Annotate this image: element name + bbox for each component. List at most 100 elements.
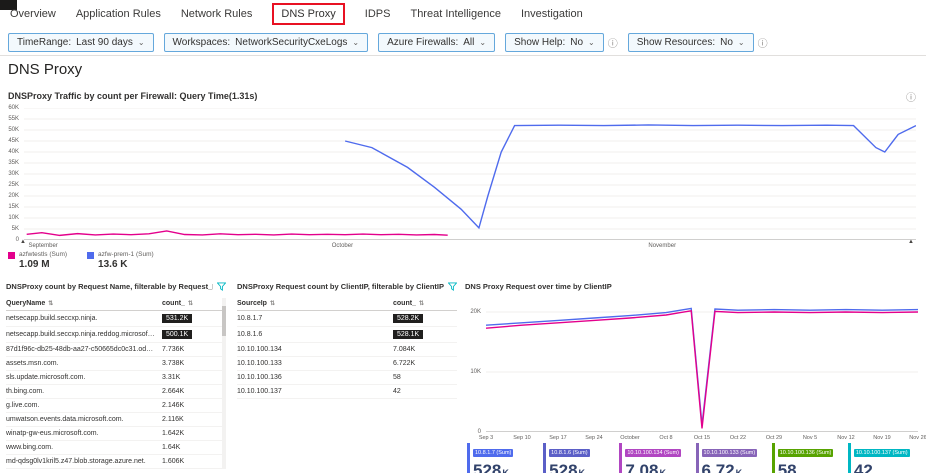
info-icon[interactable]: ⓘ (757, 39, 768, 50)
row-key-cell: netsecapp.build.seccxp.ninja. (6, 310, 162, 327)
legend-item[interactable]: azfw-prem-1 (Sum) 13.6 K (87, 251, 154, 270)
sort-icon: ⇅ (418, 301, 424, 307)
page-title: DNS Proxy (8, 61, 83, 78)
y-axis-tick-label: 0 (15, 237, 19, 243)
table-row[interactable]: 10.8.1.7 528.2K (237, 310, 457, 327)
sort-icon: ⇅ (269, 301, 275, 307)
scrollbar[interactable] (222, 298, 226, 468)
filter-icon[interactable] (448, 282, 457, 291)
table-row[interactable]: sls.update.microsoft.com. 3.31K (6, 370, 226, 385)
workspaces-label: Workspaces: (172, 37, 231, 48)
clientip-tile[interactable]: 10.10.100.137 (Sum) 42 (847, 443, 921, 473)
tab-threat-intelligence[interactable]: Threat Intelligence (410, 7, 501, 20)
show-resources-dropdown[interactable]: Show Resources: No ⌄ (627, 33, 754, 52)
x-axis-tick-label: Sep 3 (478, 435, 494, 441)
filter-icon[interactable] (217, 282, 226, 291)
clientip-tile[interactable]: 10.8.1.7 (Sum) 528K (467, 443, 540, 473)
clientip-table-title: DNSProxy Request count by ClientIP, filt… (237, 282, 444, 291)
chevron-down-icon: ⌄ (479, 37, 487, 47)
time-chart-plot[interactable] (486, 300, 918, 432)
series-line (486, 311, 918, 429)
column-header-sourceip[interactable]: SourceIp ⇅ (237, 297, 393, 311)
y-axis-tick-label: 30K (8, 171, 19, 177)
time-chart-y-axis: 20K 10K 0 (465, 300, 483, 435)
main-chart-y-axis: 60K 55K 50K 45K 40K 35K 30K 25K 20K 15K 10K 5K 0 (0, 105, 21, 243)
x-axis-tick-label: Nov 26 (909, 435, 926, 441)
time-brush-handle-left[interactable]: ▲ (20, 239, 26, 245)
count-badge: 528.1K (393, 330, 424, 339)
table-row[interactable]: winatp-gw-eus.microsoft.com. 1.642K (6, 426, 226, 441)
tile-value: 7.08K (625, 461, 692, 473)
table-row[interactable]: 10.10.100.137 42 (237, 384, 457, 399)
workspaces-dropdown[interactable]: Workspaces: NetworkSecurityCxeLogs ⌄ (163, 33, 369, 52)
row-count-cell: 528.1K (393, 326, 457, 343)
timerange-dropdown[interactable]: TimeRange: Last 90 days ⌄ (8, 33, 154, 52)
sort-icon: ⇅ (187, 301, 193, 307)
info-icon[interactable]: ⓘ (906, 93, 916, 104)
column-header-queryname[interactable]: QueryName ⇅ (6, 297, 162, 311)
azure-firewalls-dropdown[interactable]: Azure Firewalls: All ⌄ (378, 33, 496, 52)
row-count-cell: 7.084K (393, 342, 457, 357)
row-count-cell: 2.116K (162, 412, 226, 427)
table-row[interactable]: 10.8.1.6 528.1K (237, 326, 457, 343)
x-axis-tick-label: Sep 24 (585, 435, 603, 441)
table-row[interactable]: md-qdsg0lv1kril5.z47.blob.storage.azure.… (6, 454, 226, 469)
row-key-cell: assets.msn.com. (6, 356, 162, 371)
table-row[interactable]: netsecapp.build.seccxp.ninja.reddog.micr… (6, 326, 226, 343)
tab-network-rules[interactable]: Network Rules (180, 7, 253, 20)
show-help-dropdown[interactable]: Show Help: No ⌄ (505, 33, 604, 52)
clientip-tile[interactable]: 10.10.100.134 (Sum) 7.08K (619, 443, 692, 473)
row-count-cell: 1.606K (162, 454, 226, 469)
x-axis-tick-label: Nov 12 (837, 435, 855, 441)
info-icon[interactable]: ⓘ (607, 39, 618, 50)
legend-item[interactable]: azfwtestls (Sum) 1.09 M (8, 251, 67, 270)
main-chart-plot[interactable] (24, 108, 916, 240)
tab-application-rules[interactable]: Application Rules (75, 7, 161, 20)
tab-overview[interactable]: Overview (10, 7, 56, 20)
x-axis-tick-label: October (331, 243, 354, 249)
table-row[interactable]: g.live.com. 2.146K (6, 398, 226, 413)
row-key-cell: netsecapp.build.seccxp.ninja.reddog.micr… (6, 326, 162, 343)
tab-bar: Overview Application Rules Network Rules… (0, 0, 926, 27)
legend-series-name: azfwtestls (Sum) (19, 251, 68, 258)
time-brush-handle-right[interactable]: ▲ (908, 239, 914, 245)
series-line (345, 125, 916, 228)
table-row[interactable]: umwatson.events.data.microsoft.com. 2.116… (6, 412, 226, 427)
x-axis-tick-label: Sep 10 (513, 435, 531, 441)
column-header-count[interactable]: count_ ⇅ (393, 297, 457, 311)
tab-investigation[interactable]: Investigation (520, 7, 583, 20)
series-line (486, 308, 918, 424)
tile-label: 10.10.100.134 (Sum) (625, 449, 682, 457)
table-row[interactable]: 10.10.100.136 58 (237, 370, 457, 385)
azure-firewalls-label: Azure Firewalls: (387, 37, 459, 48)
x-axis-tick-label: Oct 29 (765, 435, 783, 441)
clientip-tile[interactable]: 10.10.100.133 (Sum) 6.72K (695, 443, 769, 473)
row-key-cell: 87d1f96c-db25-48db-aa27-c50665dc0c31.ods… (6, 342, 162, 357)
row-count-cell: 1.64K (162, 440, 226, 455)
chevron-down-icon: ⌄ (352, 37, 360, 47)
row-key-cell: 10.8.1.6 (237, 326, 393, 343)
row-count-cell: 528.2K (393, 310, 457, 327)
tile-label: 10.10.100.136 (Sum) (777, 449, 834, 457)
row-key-cell: th.bing.com. (6, 384, 162, 399)
y-axis-tick-label: 25K (8, 182, 19, 188)
scrollbar-thumb[interactable] (222, 306, 226, 336)
table-row[interactable]: 10.10.100.134 7.084K (237, 342, 457, 357)
timerange-label: TimeRange: (17, 37, 72, 48)
main-chart-legend: azfwtestls (Sum) 1.09 M azfw-prem-1 (Sum) 1… (8, 251, 154, 270)
workspaces-value: NetworkSecurityCxeLogs (235, 37, 348, 48)
table-row[interactable]: th.bing.com. 2.664K (6, 384, 226, 399)
table-row[interactable]: assets.msn.com. 3.738K (6, 356, 226, 371)
legend-series-total: 13.6 K (98, 259, 128, 270)
table-row[interactable]: 10.10.100.133 6.722K (237, 356, 457, 371)
requestname-table-title: DNSProxy count by Request Name, filterab… (6, 282, 213, 291)
column-header-count[interactable]: count_ ⇅ (162, 297, 226, 311)
table-row[interactable]: 87d1f96c-db25-48db-aa27-c50665dc0c31.ods… (6, 342, 226, 357)
clientip-tile[interactable]: 10.10.100.136 (Sum) 58 (771, 443, 845, 473)
table-row[interactable]: netsecapp.build.seccxp.ninja. 531.2K (6, 310, 226, 327)
tab-dns-proxy[interactable]: DNS Proxy (272, 2, 345, 25)
clientip-tile[interactable]: 10.8.1.6 (Sum) 528K (543, 443, 616, 473)
table-row[interactable]: www.bing.com. 1.64K (6, 440, 226, 455)
tab-idps[interactable]: IDPS (364, 7, 391, 20)
count-badge: 528.2K (393, 314, 424, 323)
